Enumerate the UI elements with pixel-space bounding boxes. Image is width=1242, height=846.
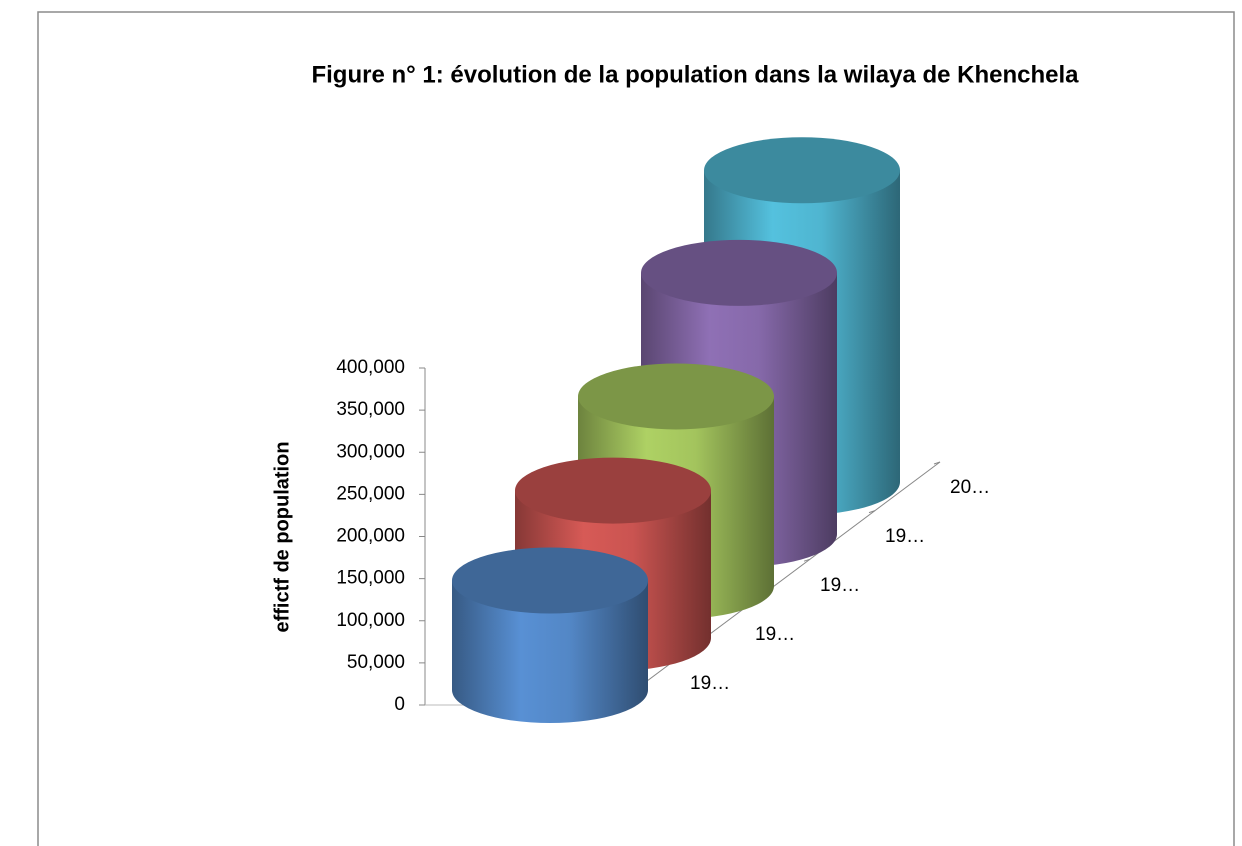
x-tick-label: 19… — [690, 673, 730, 694]
y-tick-label: 150,000 — [336, 568, 405, 589]
chart-frame — [37, 11, 1235, 846]
x-tick-label: 20… — [950, 477, 990, 498]
x-tick-label: 19… — [885, 526, 925, 547]
y-tick-label: 400,000 — [336, 357, 405, 378]
cylinder-top — [704, 137, 900, 204]
x-tick-label: 19… — [755, 624, 795, 645]
y-tick-label: 250,000 — [336, 483, 405, 504]
chart-title: Figure n° 1: évolution de la population … — [311, 61, 1079, 88]
y-tick-label: 200,000 — [336, 526, 405, 547]
y-tick-label: 0 — [394, 694, 405, 715]
x-tick — [868, 510, 876, 514]
cylinder-top — [515, 457, 711, 524]
y-tick-label: 300,000 — [336, 441, 405, 462]
y-tick-label: 50,000 — [347, 652, 405, 673]
x-tick — [933, 461, 941, 465]
y-tick-label: 350,000 — [336, 399, 405, 420]
y-tick-label: 100,000 — [336, 610, 405, 631]
x-tick-label: 19… — [820, 575, 860, 596]
y-axis-label: effictf de population — [271, 441, 293, 632]
cylinder — [452, 580, 648, 723]
x-tick — [803, 558, 811, 562]
cylinder-top — [641, 239, 837, 306]
cylinder-top — [578, 363, 774, 430]
cylinder-top — [452, 547, 648, 614]
